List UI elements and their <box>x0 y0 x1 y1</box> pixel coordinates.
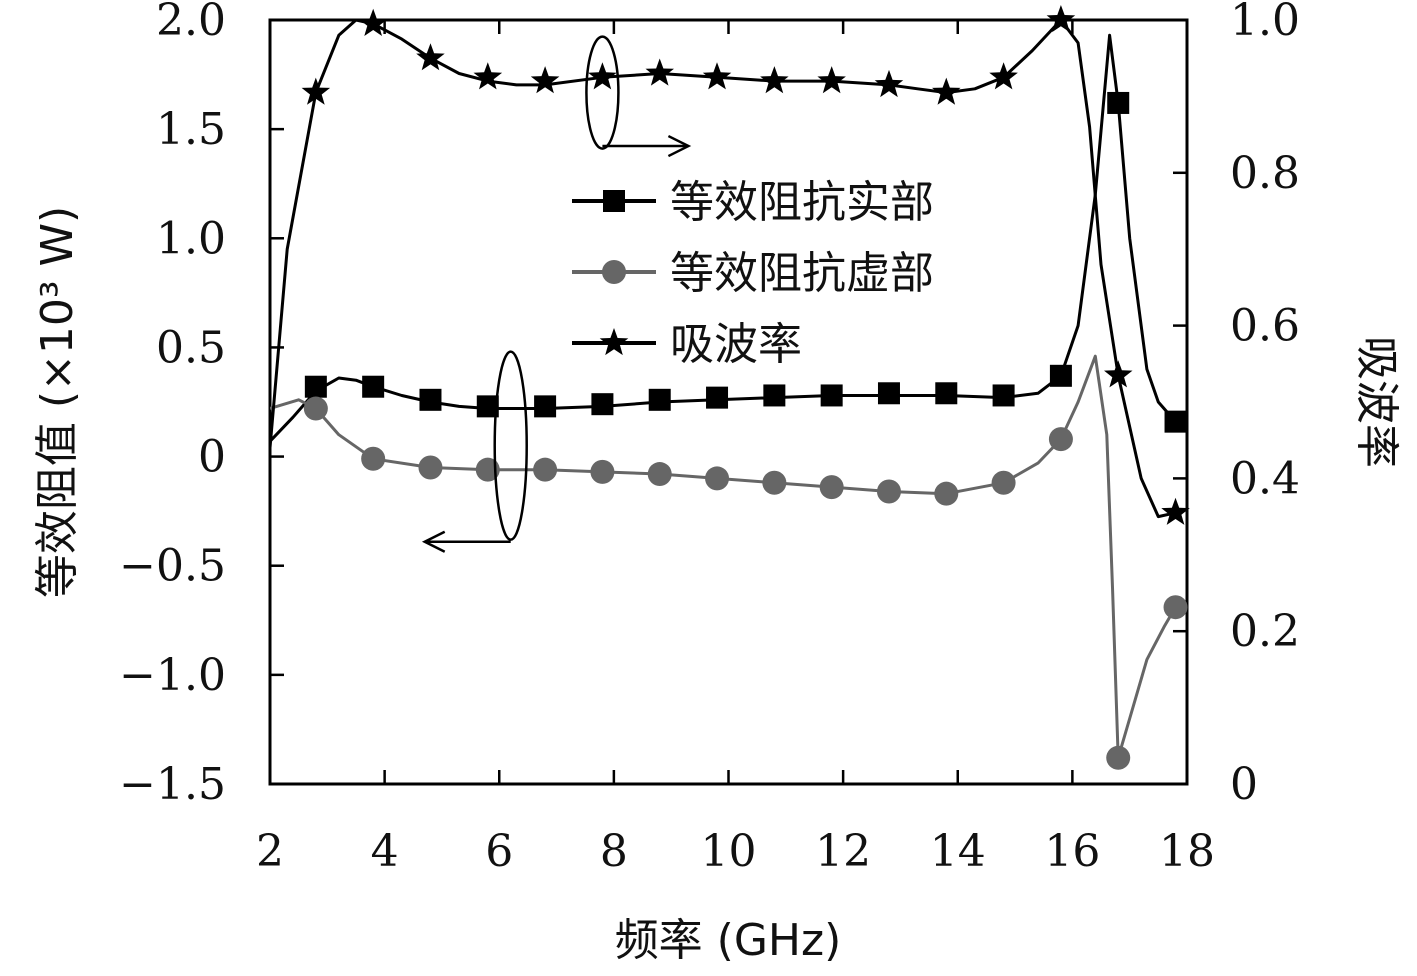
y-left-tick-label: 1.5 <box>156 104 226 155</box>
y-left-tick-label: 0 <box>198 432 226 483</box>
data-point-2 <box>1104 360 1133 388</box>
legend-label-1: 等效阻抗虚部 <box>670 248 934 299</box>
data-point-0 <box>362 375 385 398</box>
data-point-0 <box>935 382 958 405</box>
data-point-0 <box>1164 410 1187 433</box>
left-axis-indicator-ellipse <box>493 350 528 541</box>
data-point-2 <box>817 66 846 94</box>
data-point-2 <box>358 8 388 37</box>
data-point-1 <box>1048 427 1073 452</box>
left-axis-indicator-arrowhead <box>421 530 446 553</box>
data-point-2 <box>989 62 1018 90</box>
data-point-0 <box>419 388 442 411</box>
legend-marker-0 <box>603 190 625 212</box>
data-point-1 <box>361 446 386 471</box>
data-point-2 <box>932 77 961 105</box>
data-point-0 <box>591 393 614 416</box>
data-point-0 <box>476 395 499 418</box>
data-point-1 <box>705 466 730 491</box>
y-left-tick-label: 1.0 <box>156 213 226 264</box>
x-tick-label: 6 <box>485 826 513 877</box>
data-point-1 <box>533 457 558 482</box>
y-right-tick-label: 0 <box>1230 759 1258 810</box>
data-point-0 <box>820 384 843 407</box>
data-point-0 <box>763 384 786 407</box>
data-point-2 <box>702 62 732 90</box>
data-point-2 <box>416 43 445 71</box>
x-tick-label: 16 <box>1044 826 1100 877</box>
legend-marker-2 <box>599 328 629 356</box>
y-right-axis-title: 吸波率 <box>1351 336 1402 468</box>
data-point-1 <box>1163 595 1188 620</box>
data-point-1 <box>876 479 901 504</box>
x-tick-label: 8 <box>600 826 628 877</box>
data-point-2 <box>1161 497 1190 525</box>
series-line-0 <box>270 33 1177 443</box>
y-left-tick-label: 0.5 <box>156 322 226 373</box>
y-right-tick-label: 1.0 <box>1230 0 1300 46</box>
y-left-tick-label: 2.0 <box>156 0 226 46</box>
data-point-1 <box>934 481 959 506</box>
data-point-1 <box>1106 745 1131 770</box>
data-point-1 <box>590 459 615 484</box>
data-point-0 <box>534 395 557 418</box>
y-right-tick-label: 0.6 <box>1230 301 1300 352</box>
legend-marker-1 <box>602 260 626 284</box>
data-point-2 <box>530 66 560 94</box>
x-tick-label: 2 <box>256 826 284 877</box>
data-point-1 <box>647 462 672 487</box>
y-left-tick-label: −1.5 <box>119 759 226 810</box>
y-left-axis-title: 等效阻值 (×10³ W) <box>32 206 83 598</box>
right-axis-indicator-arrowhead <box>667 134 692 158</box>
legend-label-2: 吸波率 <box>670 319 802 370</box>
data-point-2 <box>588 62 617 90</box>
y-right-tick-label: 0.8 <box>1230 148 1300 199</box>
data-point-2 <box>473 62 503 90</box>
x-axis-title: 频率 (GHz) <box>615 915 842 966</box>
y-right-tick-label: 0.4 <box>1230 453 1300 504</box>
x-tick-label: 18 <box>1159 826 1215 877</box>
series-line-1 <box>270 354 1177 760</box>
data-point-0 <box>304 375 327 398</box>
data-point-0 <box>992 384 1015 407</box>
data-point-1 <box>762 470 787 495</box>
data-point-1 <box>819 475 844 500</box>
x-tick-label: 12 <box>815 826 871 877</box>
data-point-0 <box>1107 91 1130 114</box>
legend-label-0: 等效阻抗实部 <box>670 177 934 228</box>
x-tick-label: 14 <box>930 826 986 877</box>
data-point-2 <box>760 66 789 94</box>
data-point-1 <box>303 396 328 421</box>
right-axis-indicator-ellipse <box>585 35 620 150</box>
x-tick-label: 4 <box>371 826 399 877</box>
y-left-tick-label: −1.0 <box>119 650 226 701</box>
x-tick-label: 10 <box>701 826 757 877</box>
data-point-2 <box>301 77 331 105</box>
data-point-1 <box>991 470 1016 495</box>
y-left-tick-label: −0.5 <box>119 541 226 592</box>
data-point-0 <box>706 386 729 409</box>
data-point-2 <box>874 69 904 98</box>
data-point-2 <box>1046 5 1076 33</box>
data-point-0 <box>877 382 900 405</box>
data-point-2 <box>645 58 674 86</box>
y-right-tick-label: 0.2 <box>1230 606 1300 657</box>
data-point-0 <box>648 388 671 411</box>
plot-frame <box>268 18 1189 786</box>
data-point-0 <box>1049 364 1072 387</box>
data-point-1 <box>418 455 443 480</box>
